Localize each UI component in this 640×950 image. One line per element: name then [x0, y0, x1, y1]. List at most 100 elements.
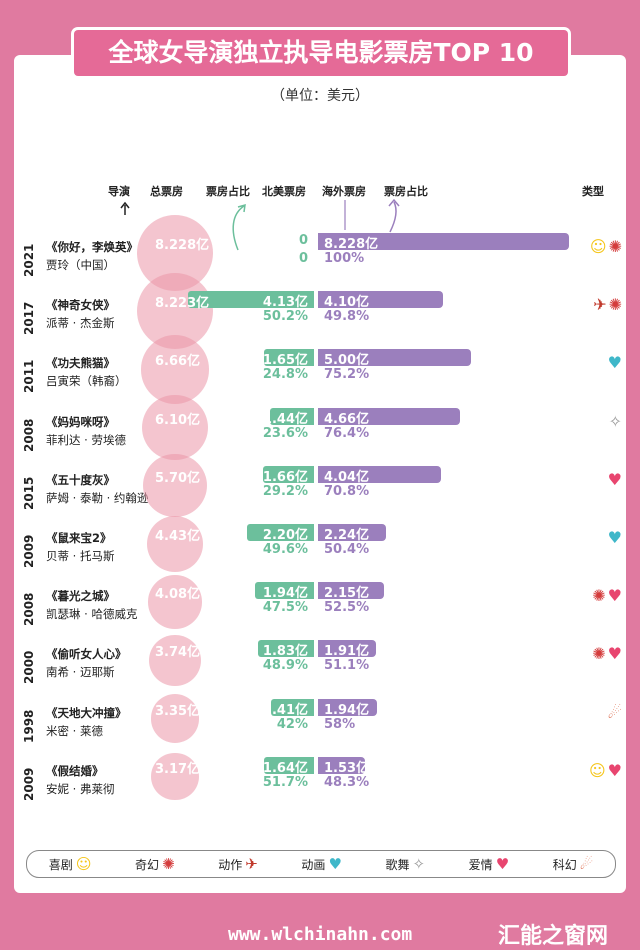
row-director: 贾玲（中国） — [46, 258, 115, 272]
row-film-title: 《暮光之城》 — [46, 589, 115, 604]
row-film-title: 《假结婚》 — [46, 763, 104, 778]
total-value: 3.74亿 — [155, 645, 201, 661]
overseas-bar — [318, 407, 461, 425]
row-genres: ♥ — [562, 470, 622, 489]
table-row: 1998 《天地大冲撞》 米密 · 莱德 1.41亿 42% 1.94亿 58% 3.35亿 ☄ — [22, 694, 622, 751]
legend-item-comedy: 喜剧 ☺ — [49, 855, 92, 873]
overseas-value: 1.94亿 — [324, 702, 370, 718]
legend-item-romance: 爱情 ♥ — [469, 855, 509, 873]
heart-icon: ♥ — [607, 760, 622, 780]
domestic-share: 47.5% — [262, 600, 308, 616]
total-value: 3.35亿 — [155, 703, 201, 719]
header-share2: 票房占比 — [384, 185, 428, 198]
total-value: 4.08亿 — [155, 587, 201, 603]
row-year: 2021 — [22, 243, 36, 277]
overseas-value: 5.00亿 — [324, 353, 370, 369]
legend-item-fantasy: 奇幻 ✺ — [135, 855, 175, 873]
row-director: 菲利达 · 劳埃德 — [46, 432, 126, 447]
row-genres: ☄ — [562, 703, 622, 722]
row-year: 2017 — [22, 301, 36, 335]
rocket-icon: ☄ — [579, 855, 594, 873]
overseas-share: 49.8% — [324, 309, 370, 325]
genre-legend: 喜剧 ☺ 奇幻 ✺ 动作 ✈ 动画 ♥ 歌舞 ✧ 爱情 ♥ 科幻 ☄ — [26, 850, 616, 878]
legend-item-dance: 歌舞 ✧ — [385, 855, 425, 873]
row-genres: ✺ ♥ — [562, 644, 622, 663]
legend-label: 喜剧 — [48, 858, 73, 872]
overseas-share: 70.8% — [324, 483, 370, 499]
overseas-share: 75.2% — [324, 367, 370, 383]
row-director: 贝蒂 · 托马斯 — [46, 549, 115, 563]
domestic-bar — [263, 465, 314, 483]
total-value: 4.43亿 — [155, 529, 201, 544]
overseas-share: 58% — [324, 716, 356, 732]
total-circle — [147, 516, 203, 572]
overseas-value: 4.10亿 — [324, 295, 370, 311]
page-title: 全球女导演独立执导电影票房TOP 10 — [74, 30, 568, 76]
domestic-bar — [246, 524, 314, 541]
table-row: 2017 《神奇女侠》 派蒂 · 杰金斯 4.13亿 50.2% 4.10亿 49.8% 8.… — [22, 273, 622, 350]
domestic-share: 50.2% — [262, 309, 308, 325]
heart-icon: ♥ — [607, 469, 622, 489]
total-value: 8.223亿 — [155, 296, 210, 312]
overseas-bar — [318, 640, 377, 658]
domestic-share: 48.9% — [262, 658, 308, 674]
row-film-title: 《天地大冲撞》 — [46, 705, 127, 720]
kick-icon: ✈ — [593, 295, 607, 315]
table-row: 2009 《假结婚》 安妮 · 弗莱彻 1.64亿 51.7% 1.53亿 48.3% 3.1… — [22, 753, 622, 809]
dancer-icon: ✧ — [412, 855, 426, 873]
domestic-value: 2.20亿 — [262, 528, 308, 543]
overseas-share: 52.5% — [324, 600, 370, 616]
row-year: 2008 — [22, 592, 36, 626]
dragon-icon: ✺ — [592, 586, 606, 606]
domestic-value: 1.66亿 — [262, 469, 308, 485]
domestic-share: 29.2% — [262, 483, 308, 499]
row-year: 2000 — [22, 650, 36, 685]
domestic-value: 1.41亿 — [262, 702, 308, 718]
header-director: 导演 — [108, 185, 130, 198]
total-value: 6.66亿 — [155, 354, 201, 370]
legend-label: 爱情 — [468, 858, 493, 872]
domestic-share: 24.8% — [262, 367, 308, 383]
heart-icon: ♥ — [607, 644, 622, 664]
legend-label: 动作 — [218, 858, 243, 872]
overseas-bar — [318, 698, 378, 716]
legend-item-scifi: 科幻 ☄ — [553, 855, 593, 873]
overseas-share: 76.4% — [324, 425, 370, 441]
domestic-share: 42% — [276, 716, 308, 732]
row-film-title: 《偷听女人心》 — [46, 647, 127, 662]
overseas-bar — [318, 349, 471, 367]
row-genres: ✈ ✺ — [562, 295, 622, 314]
overseas-share: 100% — [324, 251, 365, 266]
table-row: 2021 《你好，李焕英》 贾玲（中国） 0 0 8.228亿 100% 8.228亿 ☺ ✺ — [22, 215, 622, 291]
row-year: 2009 — [22, 534, 36, 568]
total-circle — [140, 335, 210, 404]
total-circle — [148, 575, 202, 629]
smiley-icon: ☺ — [75, 855, 92, 873]
row-genres: ☺ ♥ — [562, 761, 622, 780]
domestic-share: 51.7% — [262, 774, 308, 790]
legend-label: 动画 — [301, 858, 326, 872]
row-genres: ✺ ♥ — [562, 586, 622, 605]
footer-site: www.wlchinahn.com — [228, 924, 413, 945]
header-type: 类型 — [582, 185, 604, 198]
row-year: 2008 — [22, 417, 36, 452]
overseas-bar — [318, 756, 365, 774]
row-film-title: 《鼠来宝2》 — [46, 531, 112, 545]
overseas-value: 1.91亿 — [324, 644, 370, 660]
overseas-value: 8.228亿 — [324, 237, 379, 252]
rocket-icon: ☄ — [607, 702, 622, 722]
kick-icon: ✈ — [245, 855, 258, 873]
domestic-value: 1.64亿 — [262, 760, 308, 776]
overseas-value: 2.24亿 — [324, 528, 370, 543]
overseas-share: 50.4% — [324, 542, 370, 557]
header-arrows — [120, 198, 400, 251]
total-circle — [142, 394, 208, 461]
total-circle — [150, 694, 200, 743]
row-year: 2009 — [22, 767, 36, 801]
footer-brand: 汇能之窗网 — [498, 924, 609, 949]
domestic-bar — [254, 582, 314, 600]
domestic-bar — [188, 291, 314, 309]
domestic-value: 1.44亿 — [262, 411, 308, 427]
table-row: 2008 《妈妈咪呀》 菲利达 · 劳埃德 1.44亿 23.6% 4.66亿 76.4% 6… — [22, 394, 622, 461]
row-genres: ☺ ✺ — [562, 237, 622, 256]
